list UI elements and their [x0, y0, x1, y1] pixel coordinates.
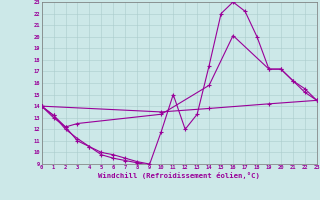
X-axis label: Windchill (Refroidissement éolien,°C): Windchill (Refroidissement éolien,°C)	[98, 172, 260, 179]
